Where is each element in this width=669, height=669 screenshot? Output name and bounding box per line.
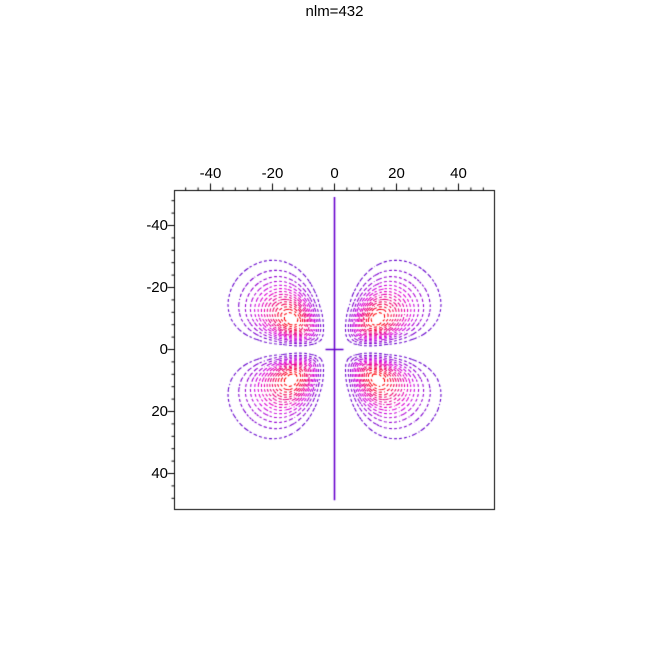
y-tick-label: 20	[151, 402, 168, 420]
y-tick-label: 0	[159, 340, 168, 358]
y-tick-label: -20	[146, 278, 168, 296]
x-tick-label: 0	[330, 165, 339, 182]
x-tick-label: -20	[261, 165, 284, 182]
x-tick-label: 20	[388, 165, 405, 182]
y-tick-label: -40	[146, 216, 168, 234]
x-tick-label: 40	[450, 165, 467, 182]
x-tick-label: -40	[199, 165, 222, 182]
y-tick-label: 40	[151, 464, 168, 482]
